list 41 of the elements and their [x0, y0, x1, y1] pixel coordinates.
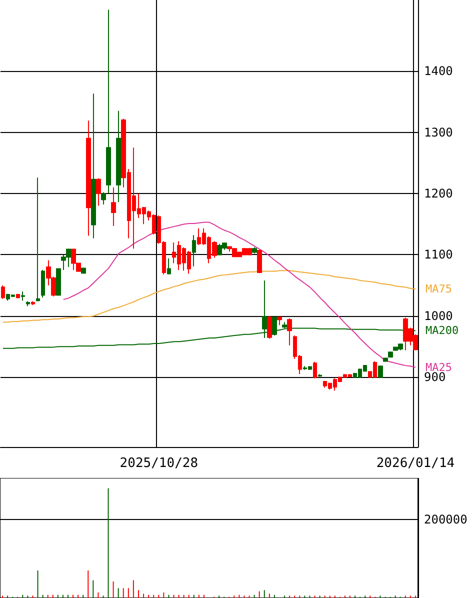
candlestick [81, 267, 86, 274]
candlestick [26, 300, 30, 307]
candlestick [192, 234, 196, 267]
candlestick [56, 268, 61, 296]
candlestick [86, 120, 91, 236]
candlestick [252, 246, 257, 254]
candlestick [36, 177, 40, 302]
candlestick [91, 93, 96, 239]
candlestick [287, 318, 292, 346]
candlestick [388, 350, 393, 358]
candlestick [277, 316, 282, 326]
candlestick [31, 300, 35, 306]
candlestick [16, 293, 20, 299]
y-tick-label: 1100 [424, 248, 453, 262]
y-tick-label: 1400 [424, 64, 453, 78]
candlestick [96, 178, 101, 206]
line-series [62, 222, 416, 368]
candlestick [111, 186, 116, 226]
y-tick-label: 1000 [424, 308, 453, 323]
x-tick-label: 2025/10/28 [120, 456, 198, 471]
y-tick-label: 900 [424, 370, 446, 384]
candlestick [267, 315, 272, 340]
candlestick [318, 374, 322, 378]
series-label: MA200 [425, 324, 459, 338]
candlestick [378, 365, 383, 378]
candlestick [257, 249, 262, 274]
x-tick-label: 2026/01/14 [376, 456, 455, 471]
y-tick-label: 1300 [424, 125, 453, 140]
candlestick [167, 258, 171, 275]
candlestick [41, 270, 45, 298]
y-tick-label: 200000 [424, 512, 468, 526]
y-tick-label: 1200 [424, 186, 453, 200]
candlestick [101, 192, 106, 206]
candlestick [116, 110, 121, 203]
candlestick [1, 284, 5, 300]
candlestick [106, 9, 111, 194]
candlestick [383, 357, 388, 362]
line-series [2, 270, 416, 323]
candlestick [313, 361, 317, 379]
series-label: MA75 [425, 282, 452, 296]
candlestick [21, 290, 25, 302]
